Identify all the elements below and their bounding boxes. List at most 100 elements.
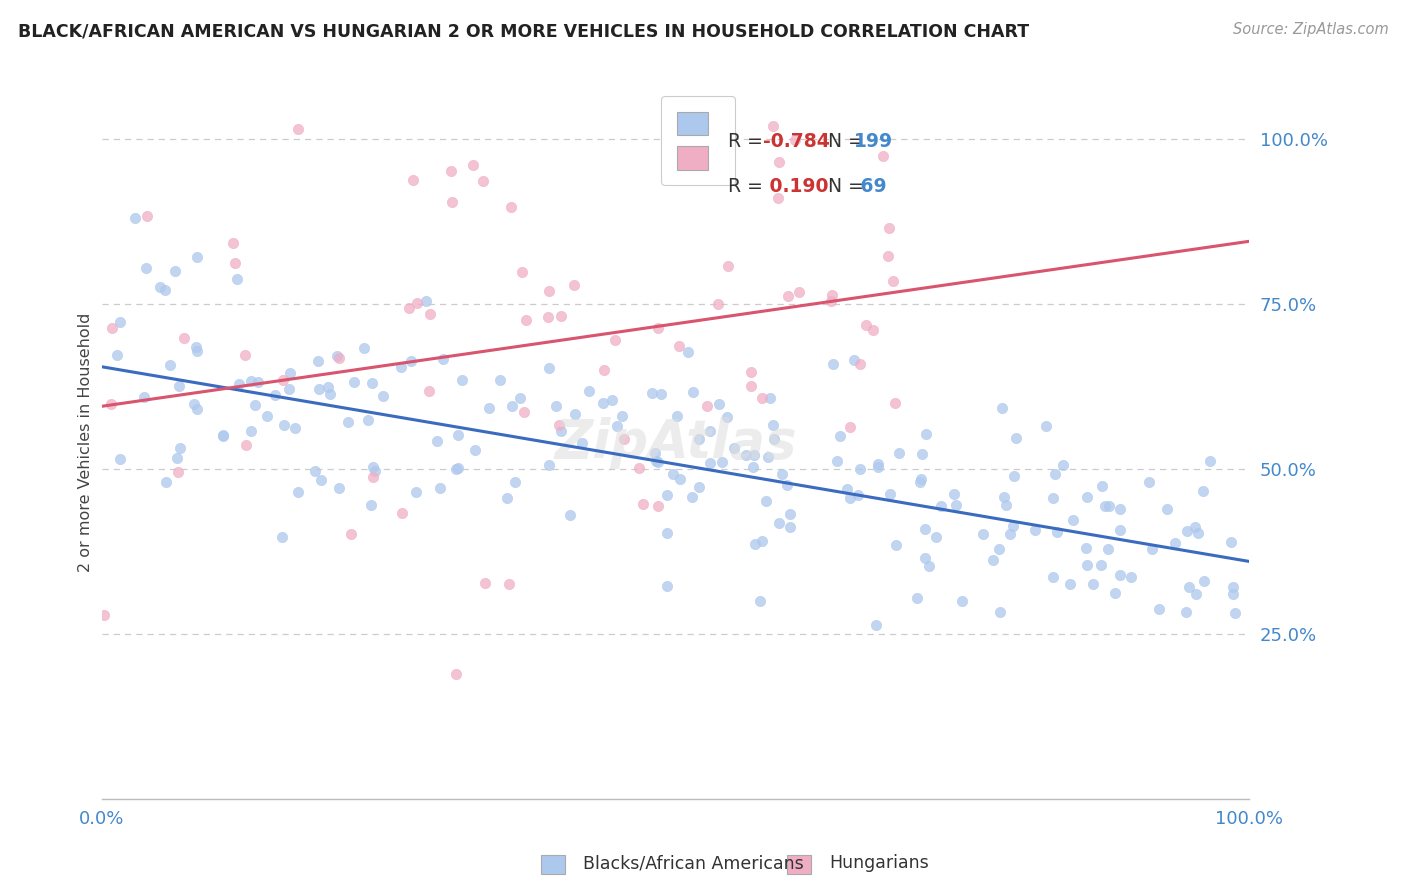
Point — [740, 379, 762, 393]
Point — [1109, 501, 1132, 516]
Point — [564, 407, 586, 421]
Point — [981, 553, 1004, 567]
Point — [849, 462, 872, 476]
Point — [699, 424, 721, 438]
Point — [877, 220, 900, 235]
Point — [1062, 513, 1084, 527]
Point — [478, 401, 501, 415]
Point — [371, 389, 394, 403]
Point — [399, 353, 422, 368]
Point — [135, 260, 157, 275]
Point — [247, 375, 270, 389]
Point — [357, 413, 380, 427]
Point — [707, 297, 730, 311]
Point — [776, 478, 799, 492]
Point — [226, 272, 249, 286]
Point — [1219, 534, 1241, 549]
Point — [340, 526, 363, 541]
Point — [132, 391, 155, 405]
Point — [509, 391, 531, 405]
Point — [742, 459, 765, 474]
Point — [336, 415, 359, 429]
Point — [1005, 432, 1028, 446]
Point — [915, 427, 938, 442]
Point — [883, 395, 905, 409]
Point — [155, 475, 177, 490]
Point — [628, 461, 651, 475]
Point — [1223, 606, 1246, 620]
Point — [1076, 490, 1098, 504]
Point — [578, 384, 600, 398]
Point — [756, 450, 779, 465]
Point — [600, 393, 623, 408]
Point — [787, 285, 810, 299]
Point — [1187, 525, 1209, 540]
Point — [821, 357, 844, 371]
Point — [1001, 519, 1024, 533]
Point — [537, 310, 560, 324]
Point — [988, 606, 1011, 620]
Point — [650, 386, 672, 401]
Point — [450, 373, 472, 387]
Point — [537, 361, 560, 376]
Point — [343, 375, 366, 389]
Point — [839, 491, 862, 505]
Point — [166, 451, 188, 466]
Point — [593, 363, 616, 377]
Point — [1164, 536, 1187, 550]
Y-axis label: 2 or more Vehicles in Household: 2 or more Vehicles in Household — [79, 313, 93, 573]
Point — [318, 387, 340, 401]
Point — [447, 427, 470, 442]
Point — [755, 494, 778, 508]
Point — [1222, 587, 1244, 601]
Point — [440, 164, 463, 178]
Point — [222, 236, 245, 251]
Point — [278, 366, 301, 380]
Point — [418, 384, 440, 399]
Point — [762, 432, 785, 446]
Point — [167, 465, 190, 479]
Point — [510, 265, 533, 279]
Point — [1156, 501, 1178, 516]
Point — [184, 341, 207, 355]
Point — [849, 357, 872, 371]
Point — [877, 249, 900, 263]
Text: Blacks/African Americans: Blacks/African Americans — [583, 855, 804, 872]
Point — [233, 348, 256, 362]
Point — [360, 498, 382, 512]
Point — [153, 283, 176, 297]
Point — [498, 577, 520, 591]
Point — [779, 520, 801, 534]
Point — [716, 259, 738, 273]
Point — [865, 618, 887, 632]
Point — [681, 490, 703, 504]
Point — [169, 378, 191, 392]
Point — [429, 481, 451, 495]
Point — [1052, 458, 1074, 472]
Text: N =: N = — [815, 177, 870, 196]
Text: Hungarians: Hungarians — [830, 855, 929, 872]
Point — [550, 424, 572, 438]
Point — [108, 315, 131, 329]
Point — [995, 498, 1018, 512]
Point — [444, 462, 467, 476]
Point — [862, 323, 884, 337]
Point — [1046, 525, 1069, 540]
Point — [1142, 541, 1164, 556]
Point — [1175, 524, 1198, 538]
Point — [931, 499, 953, 513]
Point — [882, 274, 904, 288]
Point — [776, 289, 799, 303]
Point — [316, 380, 339, 394]
Point — [311, 473, 333, 487]
Point — [389, 359, 412, 374]
Point — [149, 280, 172, 294]
Point — [716, 410, 738, 425]
Point — [461, 158, 484, 172]
Point — [605, 333, 627, 347]
Point — [278, 383, 301, 397]
Point — [284, 421, 307, 435]
Point — [647, 321, 669, 335]
Point — [472, 174, 495, 188]
Point — [647, 455, 669, 469]
